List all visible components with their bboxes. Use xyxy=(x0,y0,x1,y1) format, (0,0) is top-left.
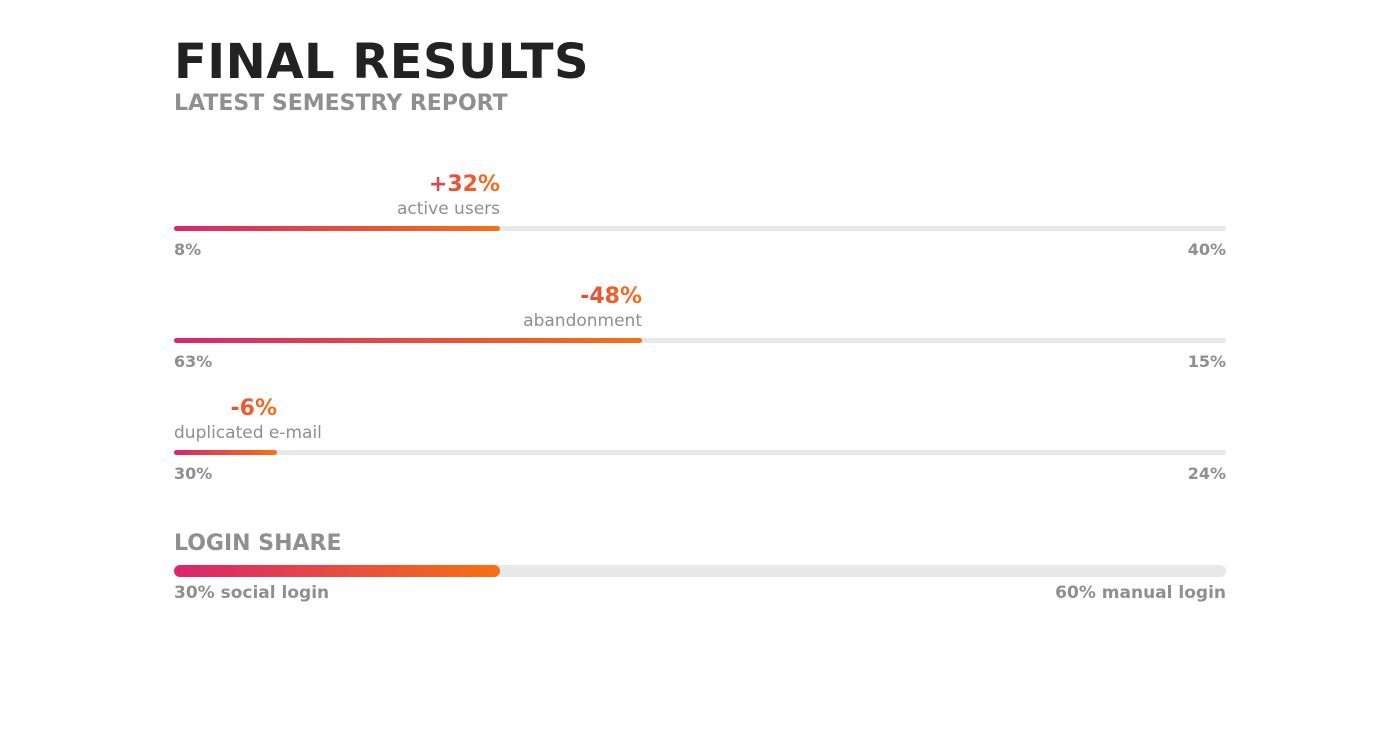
metric-end-value: 40% xyxy=(1187,240,1226,259)
metric-track xyxy=(174,226,1226,231)
metric-fill-bar xyxy=(174,338,642,343)
metric-fill-bar xyxy=(174,450,277,455)
metric-start-value: 30% xyxy=(174,464,213,483)
metric-fill-bar xyxy=(174,226,500,231)
metric-end-value: 24% xyxy=(1187,464,1226,483)
metric-marker: -48% abandonment xyxy=(523,284,642,332)
metric-end-value: 15% xyxy=(1187,352,1226,371)
metric-marker: -6% duplicated e-mail xyxy=(174,396,322,444)
login-share-title: LOGIN SHARE xyxy=(174,531,342,556)
manual-login-label: 60% manual login xyxy=(1055,583,1226,603)
social-login-label: 30% social login xyxy=(174,583,330,603)
metric-active-users: +32% active users 8% 40% xyxy=(174,172,1226,272)
page-title: FINAL RESULTS xyxy=(174,34,590,90)
metric-delta: +32% xyxy=(397,172,500,198)
metric-label: active users xyxy=(396,199,500,219)
login-share-fill-bar xyxy=(174,565,500,577)
metric-delta: -6% xyxy=(174,396,277,422)
page-subtitle: LATEST SEMESTRY REPORT xyxy=(174,91,508,116)
metric-marker: +32% active users xyxy=(397,172,500,220)
metric-label: abandonment xyxy=(523,311,642,331)
metric-track xyxy=(174,338,1226,343)
login-share-track xyxy=(174,565,1226,577)
metric-duplicated-email: -6% duplicated e-mail 30% 24% xyxy=(174,396,1226,496)
metric-start-value: 63% xyxy=(174,352,213,371)
metric-start-value: 8% xyxy=(174,240,202,259)
metric-abandonment: -48% abandonment 63% 15% xyxy=(174,284,1226,384)
metric-track xyxy=(174,450,1226,455)
metric-delta: -48% xyxy=(523,284,642,310)
metric-label: duplicated e-mail xyxy=(174,423,322,443)
